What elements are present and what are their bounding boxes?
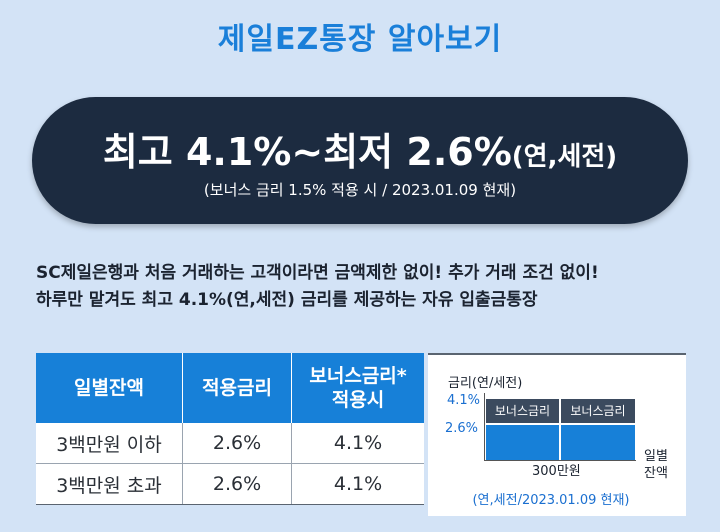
header-bonus-line-1: 보너스금리* (309, 365, 407, 387)
headline-prefix: 최고 (102, 130, 186, 174)
diagram-y-axis (484, 393, 485, 461)
description-line-1: SC제일은행과 처음 거래하는 고객이라면 금액제한 없이! 추가 거래 조건 … (36, 263, 599, 283)
min-rate: 2.6% (406, 130, 512, 174)
row-applied-rate: 2.6% (182, 423, 293, 464)
header-bonus-rate: 보너스금리* 적용시 (291, 353, 424, 423)
diagram-tick-max: 4.1% (447, 393, 481, 408)
max-rate: 4.1% (185, 130, 292, 174)
header-bonus-line-2: 적용시 (331, 389, 385, 411)
rate-banner: 최고 4.1%~최저 2.6%(연,세전) (보너스 금리 1.5% 적용 시 … (32, 97, 688, 224)
row-bonus-rate: 4.1% (291, 463, 424, 505)
diagram-tick-base: 2.6% (445, 421, 479, 436)
diagram-x-label-line-2: 잔액 (644, 466, 668, 481)
rate-note: (보너스 금리 1.5% 적용 시 / 2023.01.09 현재) (203, 181, 517, 199)
row-balance: 3백만원 초과 (36, 463, 183, 505)
product-description: SC제일은행과 처음 거래하는 고객이라면 금액제한 없이! 추가 거래 조건 … (36, 260, 696, 314)
diagram-note: (연,세전/2023.01.09 현재) (472, 493, 630, 508)
header-applied-rate: 적용금리 (182, 353, 293, 423)
diagram-bonus-block: 보너스금리 (561, 399, 635, 423)
table-row: 3백만원 초과 2.6% 4.1% (36, 463, 424, 505)
page-title: 제일EZ통장 알아보기 (217, 22, 503, 57)
headline-min-label: 최저 (323, 130, 407, 174)
diagram-x-tick: 300만원 (532, 464, 581, 479)
row-applied-rate: 2.6% (182, 463, 293, 505)
headline-tilde: ~ (291, 130, 324, 174)
diagram-x-label-line-1: 일별 (644, 449, 668, 464)
rate-table: 일별잔액 적용금리 보너스금리* 적용시 3백만원 이하 2.6% 4.1% 3백… (36, 353, 424, 505)
rate-headline: 최고 4.1%~최저 2.6%(연,세전) (32, 121, 688, 176)
diagram-x-axis (484, 460, 636, 461)
table-row: 3백만원 이하 2.6% 4.1% (36, 423, 424, 464)
description-line-2: 하루만 맡겨도 최고 4.1%(연,세전) 금리를 제공하는 자유 입출금통장 (36, 290, 538, 310)
diagram-y-label: 금리(연/세전) (448, 376, 523, 391)
header-daily-balance: 일별잔액 (36, 353, 183, 423)
row-balance: 3백만원 이하 (36, 423, 183, 464)
headline-suffix: (연,세전) (511, 142, 618, 172)
row-bonus-rate: 4.1% (291, 423, 424, 464)
diagram-bonus-block: 보너스금리 (486, 399, 559, 423)
table-header-row: 일별잔액 적용금리 보너스금리* 적용시 (36, 353, 424, 423)
diagram-threshold-divider (559, 399, 561, 460)
